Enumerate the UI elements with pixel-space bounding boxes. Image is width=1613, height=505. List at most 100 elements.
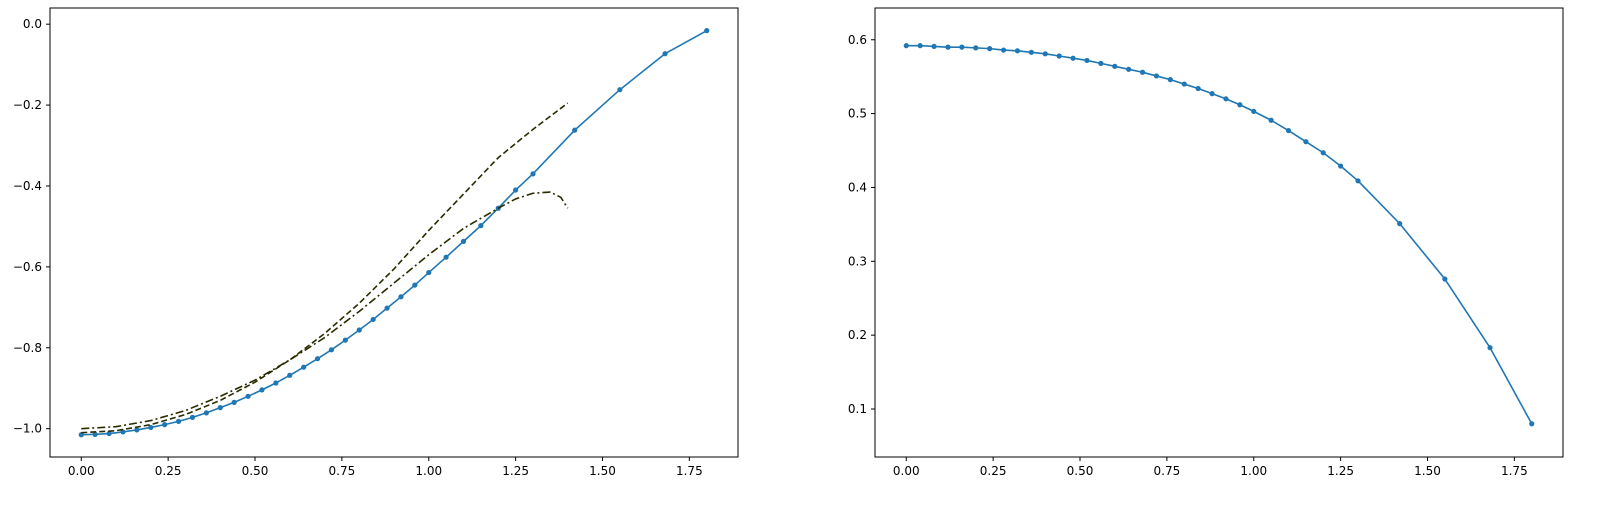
right-chart-series-0-point <box>1000 47 1007 53</box>
right-chart-series-0-point <box>1529 421 1535 427</box>
left-chart-series-0-point <box>245 393 251 399</box>
right-chart-series-0-point <box>1237 102 1243 108</box>
right-chart-x-tick-label: 0.00 <box>893 464 920 478</box>
right-chart-x-tick-label: 1.75 <box>1501 464 1528 478</box>
left-chart-series-2-line <box>81 191 569 430</box>
right-chart-series-0-point <box>1014 48 1021 54</box>
left-chart-x-tick-label: 1.50 <box>589 464 616 478</box>
right-chart-y-tick-label: 0.1 <box>848 402 867 416</box>
right-chart-series-0-point <box>1181 81 1187 87</box>
left-chart-series-0-point <box>314 356 321 362</box>
left-chart-series-0-point <box>342 337 348 343</box>
right-chart-series-0-point <box>1303 139 1309 145</box>
left-chart-series-0-point <box>662 51 668 57</box>
left-chart-x-tick-label: 0.00 <box>68 464 95 478</box>
left-chart-x-tick-label: 1.75 <box>676 464 703 478</box>
left-chart-series-0-point <box>370 316 376 323</box>
left-chart-x-tick-label: 0.50 <box>242 464 269 478</box>
left-chart-series-0-point <box>572 127 578 133</box>
right-chart-x-tick-label: 0.25 <box>980 464 1007 478</box>
right-chart-series-0-point <box>1268 117 1274 123</box>
right-chart-series-0-point <box>1209 91 1215 97</box>
right-chart-series-0-point <box>1223 96 1229 102</box>
right-chart-frame <box>874 7 1564 458</box>
right-chart-y-tick-label: 0.4 <box>848 180 867 194</box>
right-chart-series-0-point <box>1167 77 1173 83</box>
right-chart-series-0-point <box>1098 60 1104 66</box>
left-chart-series-0-point <box>175 418 182 424</box>
left-chart-panel: 0.00 0.25 0.50 0.75 1.00 1.25 1.50 1.75 −1.0 −0.… <box>13 7 739 478</box>
left-chart-x-tick-label: 0.75 <box>329 464 356 478</box>
right-chart-series-0-point <box>917 43 923 49</box>
right-chart-series-0-point <box>973 45 979 51</box>
left-chart-series-0-point <box>478 223 484 229</box>
left-chart-series-0-point <box>513 187 519 193</box>
left-chart-series-0-point <box>704 28 710 34</box>
left-chart-series-0-point <box>162 422 168 428</box>
right-chart-series-0-point <box>945 44 951 50</box>
left-chart-series-0-point <box>301 364 307 370</box>
right-chart-x-tick-label: 1.50 <box>1414 464 1441 478</box>
left-chart-series-0-point <box>231 399 237 405</box>
left-chart-y-tick-label: −0.2 <box>13 98 42 112</box>
left-chart-series-0-point <box>259 387 265 393</box>
right-chart-series-0-point <box>1042 51 1048 57</box>
right-chart-series-0-point <box>1139 69 1146 75</box>
right-chart-series-0-point <box>1070 55 1076 61</box>
left-chart-series-0-point <box>92 431 98 437</box>
right-chart-y-tick-label: 0.2 <box>848 328 867 342</box>
left-chart-series-0-point <box>398 294 404 300</box>
left-chart-series-0-point <box>443 254 449 260</box>
right-chart-x-tick-label: 0.75 <box>1154 464 1181 478</box>
left-chart-series-0-point <box>106 430 112 437</box>
left-chart-y-axis: −1.0 −0.8 −0.6 −0.4 −0.2 0.0 <box>13 17 50 436</box>
left-chart-series <box>78 28 710 438</box>
right-chart-series-0-point <box>987 46 993 52</box>
right-chart-y-axis: 0.1 0.2 0.3 0.4 0.5 0.6 <box>848 33 875 416</box>
left-chart-series-0-point <box>148 424 154 431</box>
left-chart-series-0-point <box>120 429 126 435</box>
left-chart-series-0-point <box>328 347 335 353</box>
right-chart-series-0-point <box>1126 66 1132 72</box>
right-chart-y-tick-label: 0.5 <box>848 107 867 121</box>
left-chart-series-0-point <box>460 238 467 244</box>
right-chart-series-0-point <box>1285 127 1292 134</box>
left-chart-frame <box>49 7 739 458</box>
left-chart-series-0-point <box>203 410 209 416</box>
right-chart-series-0-point <box>1397 221 1403 227</box>
left-chart-series-0-point <box>412 282 418 288</box>
left-chart-y-tick-label: 0.0 <box>23 17 42 31</box>
right-chart-series-0-point <box>1320 150 1326 156</box>
right-chart-series-0-point <box>1153 73 1160 79</box>
right-chart-series-0-point <box>1442 276 1448 282</box>
right-chart-series-0-point <box>1112 63 1118 69</box>
right-chart-series-0-point <box>931 43 937 50</box>
right-chart-series-0-point <box>959 44 965 50</box>
right-chart-series-0-point <box>1028 49 1034 55</box>
right-chart-series-0-point <box>903 43 909 49</box>
right-chart-series-0-point <box>1355 178 1361 184</box>
left-chart-y-tick-label: −0.4 <box>13 179 42 193</box>
right-chart-y-tick-label: 0.3 <box>848 254 867 268</box>
left-chart-series-0-point <box>384 305 390 311</box>
right-chart-series-0-point <box>1084 57 1090 64</box>
right-chart-x-tick-label: 1.00 <box>1240 464 1267 478</box>
left-chart-series-0-point <box>426 269 432 276</box>
left-chart-x-axis: 0.00 0.25 0.50 0.75 1.00 1.25 1.50 1.75 <box>68 457 703 478</box>
right-chart-panel: 0.00 0.25 0.50 0.75 1.00 1.25 1.50 1.75 0.10.20… <box>848 7 1564 478</box>
right-chart-x-tick-label: 1.25 <box>1327 464 1354 478</box>
left-chart-series-0-point <box>189 414 196 420</box>
right-chart-x-tick-label: 0.50 <box>1067 464 1094 478</box>
right-chart-x-axis: 0.00 0.25 0.50 0.75 1.00 1.25 1.50 1.75 <box>893 457 1528 478</box>
left-chart-series-0-point <box>287 372 293 378</box>
left-chart-series-0-point <box>217 405 223 411</box>
left-chart-series-0-point <box>273 380 279 386</box>
left-chart-x-tick-label: 0.25 <box>155 464 182 478</box>
left-chart-series-0-point <box>356 327 362 333</box>
left-chart-y-tick-label: −0.6 <box>13 260 42 274</box>
right-chart-series <box>903 43 1535 427</box>
left-chart-x-tick-label: 1.25 <box>502 464 529 478</box>
right-chart-y-tick-label: 0.6 <box>848 33 867 47</box>
